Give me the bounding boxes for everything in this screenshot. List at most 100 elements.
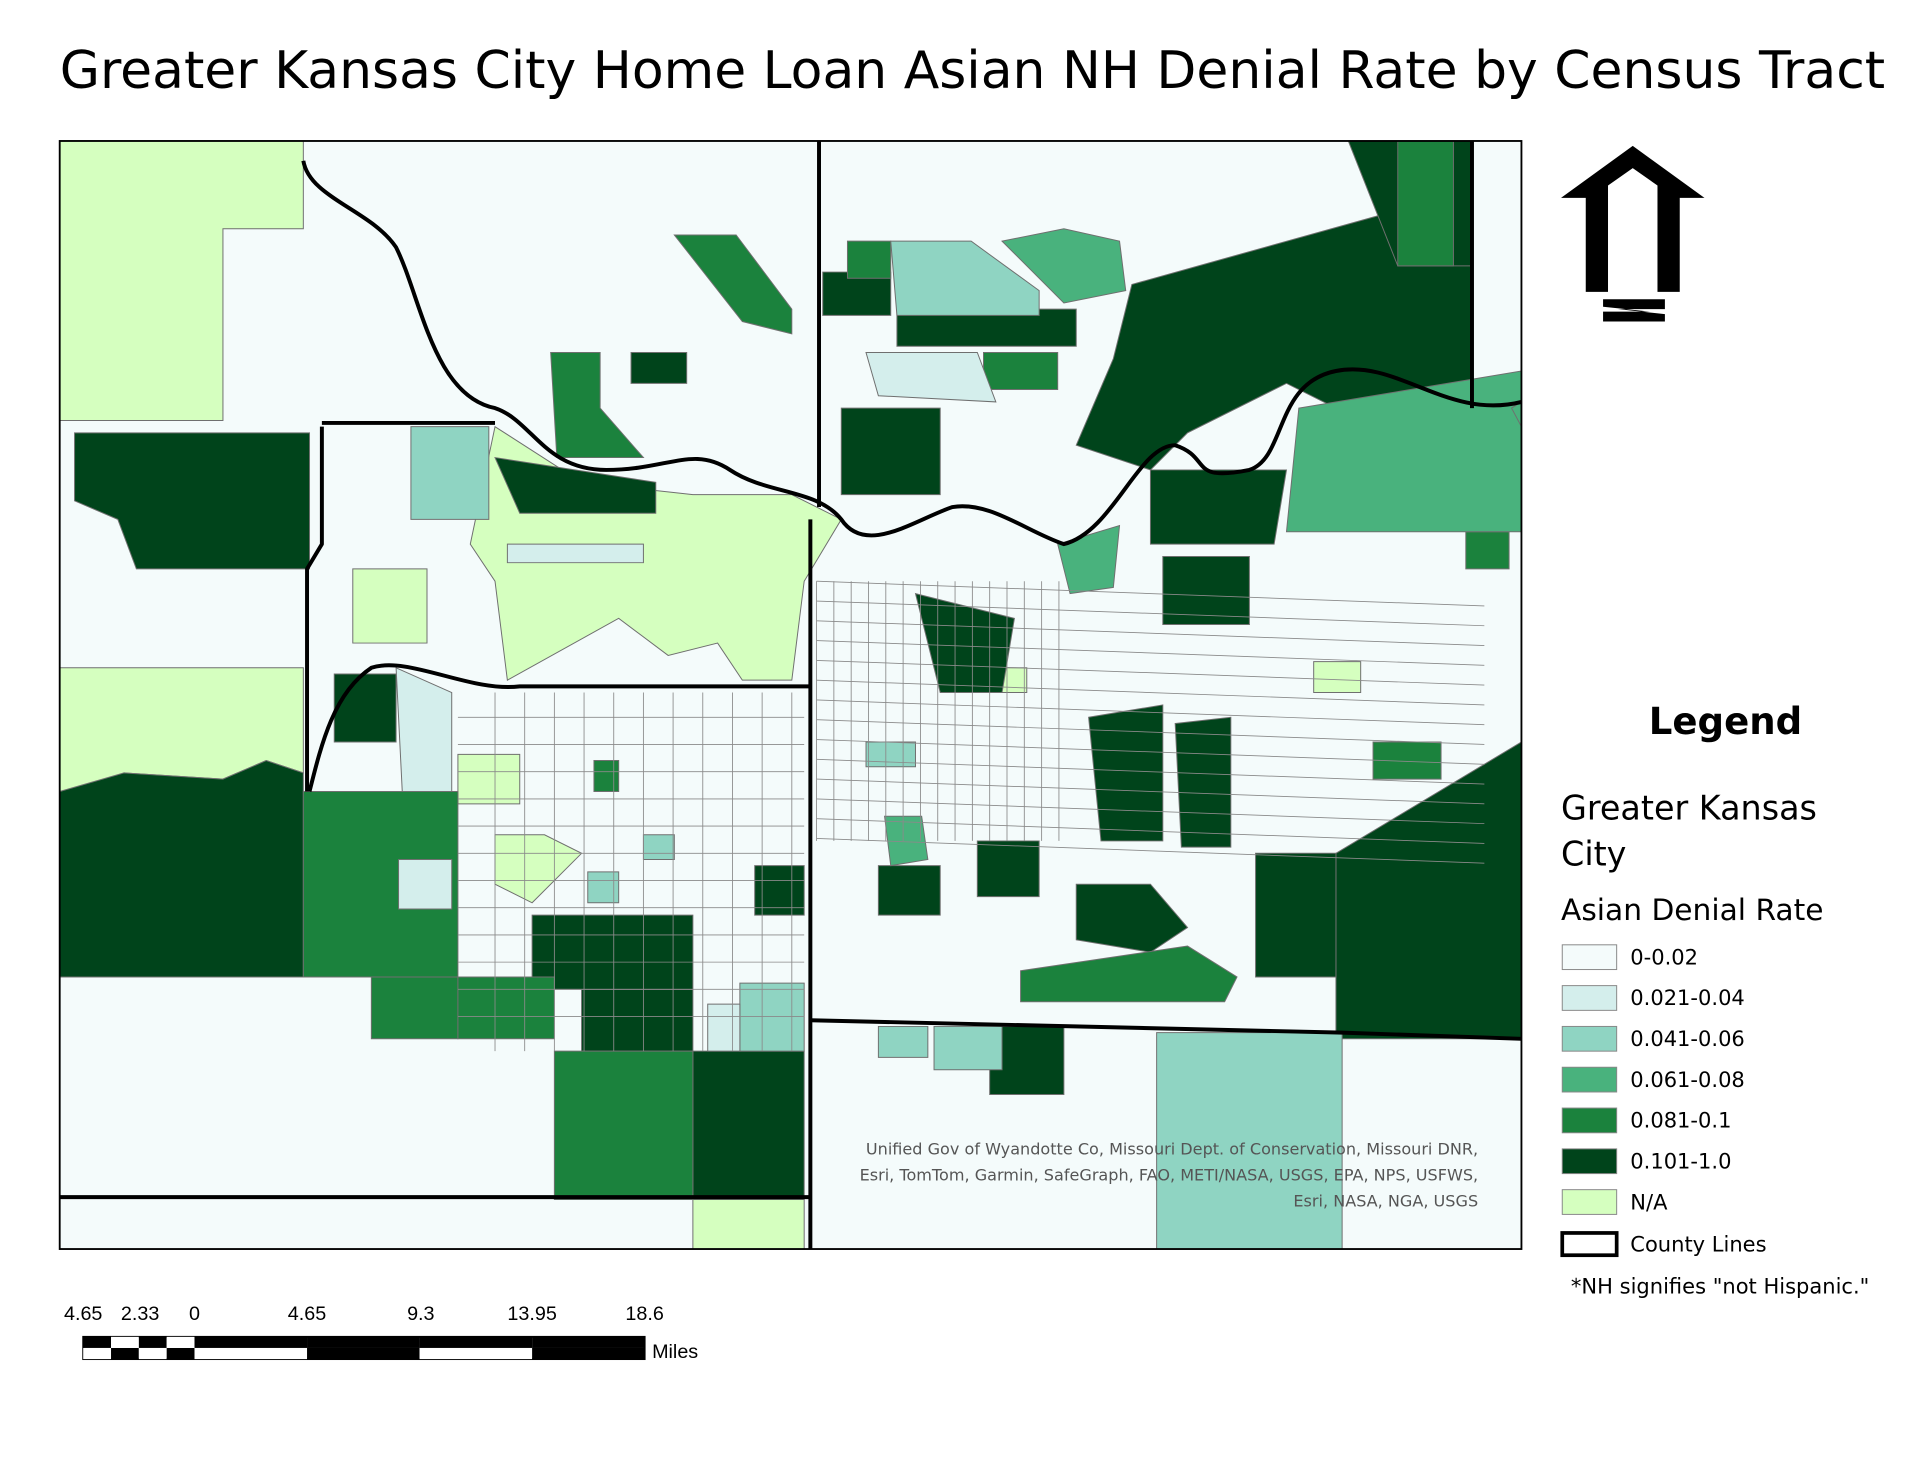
tract [865,351,997,403]
tract [1465,531,1510,570]
legend-swatch [1561,985,1618,1011]
scale-segment [138,1336,167,1348]
scale-segment [166,1336,195,1348]
scale-bar: 4.65 2.33 0 4.65 9.3 13.95 18.6 Miles [64,1303,698,1363]
legend-swatch [1561,944,1618,971]
attribution: Esri, NASA, NGA, USGS [1293,1192,1478,1211]
attribution: Unified Gov of Wyandotte Co, Missouri De… [866,1140,1478,1159]
tract [642,834,675,860]
tract-line [816,600,1485,627]
tract-line [816,798,1485,825]
legend-heading: Legend [1649,700,1802,743]
tract [976,840,1040,898]
legend-layer: Greater Kansas [1561,789,1817,828]
legend-field: Asian Denial Rate [1561,892,1823,927]
legend-label: 0.081-0.1 [1630,1108,1731,1133]
tract [692,1199,805,1250]
tract-line [816,659,1485,686]
scale-label: 9.3 [407,1303,434,1325]
legend-label: 0.101-1.0 [1630,1148,1731,1173]
county-line [305,426,324,792]
tract [395,667,453,792]
tract [983,351,1059,391]
tract-line [816,818,1485,844]
legend-note: *NH signifies "not Hispanic." [1571,1273,1869,1298]
tract [840,407,941,496]
legend-label: County Lines [1630,1231,1766,1256]
tract [410,426,490,520]
tract [506,543,644,564]
legend-label: 0.041-0.06 [1630,1026,1745,1051]
map-frame: Unified Gov of Wyandotte Co, Missouri De… [58,140,1523,1250]
tract-line [816,739,1485,765]
tract [1001,228,1127,304]
tract [1285,370,1522,533]
tract [890,240,1040,316]
scale-segment [194,1347,308,1360]
tract [74,432,311,570]
tract [1075,883,1189,953]
tract [1149,469,1288,545]
tract [877,865,941,916]
attribution: Esri, TomTom, Garmin, SafeGraph, FAO, ME… [860,1166,1479,1185]
tract [1313,661,1362,694]
tract-line [816,699,1485,726]
legend-label: 0-0.02 [1630,944,1698,969]
tract [933,1025,1003,1071]
scale-segment [194,1336,308,1348]
tract [1162,556,1250,626]
tract [494,456,657,514]
scale-segment [307,1347,420,1360]
tract [352,568,428,644]
tract-line [816,580,1485,607]
tract [59,760,304,978]
legend-swatch [1561,1148,1618,1175]
tract [398,858,453,910]
tract [846,240,892,279]
scale-label: 0 [189,1303,200,1325]
scale-segment [307,1336,420,1348]
scale-segment [83,1336,112,1348]
county-swatch [1560,1231,1619,1258]
scale-segment [111,1336,139,1348]
scale-label: 4.65 [288,1303,326,1325]
tract [59,140,304,421]
tracts [59,140,1522,1250]
tract [1397,140,1454,267]
tract [884,815,929,867]
legend-label: 0.021-0.04 [1630,985,1745,1010]
county-line [307,663,811,792]
tract [581,988,694,1052]
tract-line [816,778,1485,805]
legend-swatch [1561,1066,1618,1093]
tract [739,982,805,1052]
tract-line [816,719,1485,745]
tract-line [816,838,1485,864]
scale-segment [138,1347,167,1360]
scale-segment [532,1336,645,1348]
scale-label: 2.33 [121,1303,159,1325]
county-line [301,160,1522,547]
tract [457,753,521,805]
tract-line [816,679,1485,706]
legend-swatch [1561,1025,1618,1052]
map-title: Greater Kansas City Home Loan Asian NH D… [60,41,1885,101]
legend-swatch [1561,1107,1618,1134]
tract [692,1050,805,1201]
legend-swatch [1561,1189,1618,1215]
scale-label: 13.95 [507,1303,556,1325]
tract [593,760,620,792]
tract [630,351,688,384]
north-arrow [1561,145,1705,322]
county-line [810,1018,1522,1041]
tract [553,1050,694,1201]
tract [673,234,793,335]
scale-segment [419,1336,533,1348]
scale-unit: Miles [652,1341,698,1363]
tract [1020,945,1238,1003]
tract [550,351,645,459]
tract-line [816,640,1485,666]
tract [587,871,620,904]
